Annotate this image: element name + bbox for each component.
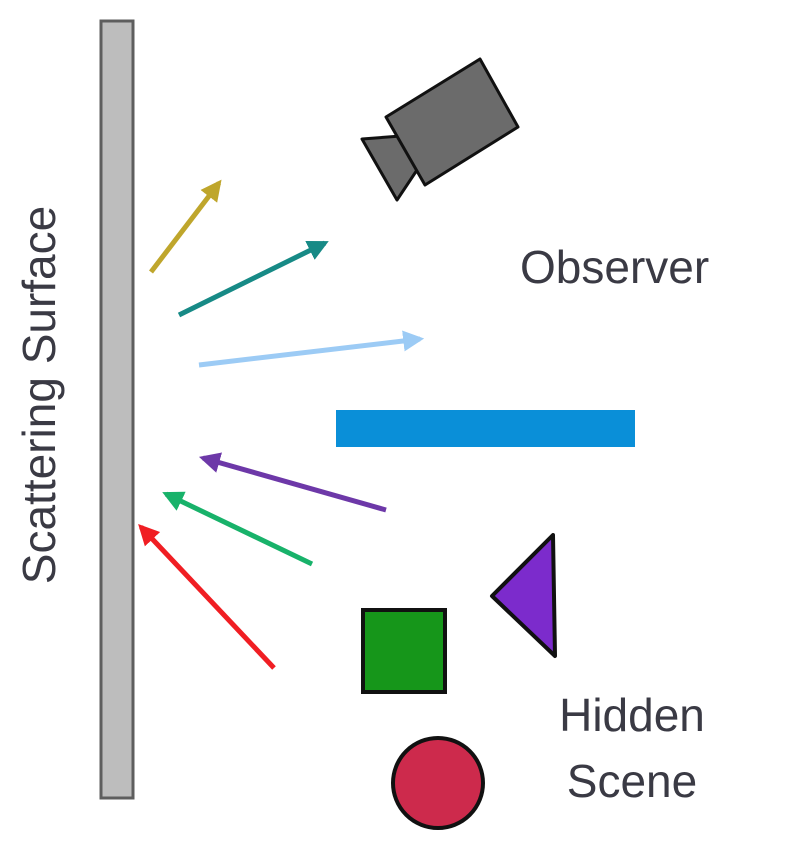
- camera-icon: [360, 57, 520, 202]
- incoming-arrow-red: [138, 523, 276, 670]
- outgoing-arrow-yellow: [149, 179, 222, 274]
- occluder-bar: [336, 410, 635, 447]
- observer-label: Observer: [520, 241, 709, 293]
- incoming-arrow-purple: [198, 452, 387, 513]
- hidden-scene-label-line2: Scene: [567, 755, 697, 807]
- outgoing-arrow-teal: [177, 240, 329, 318]
- hidden-scene-label-line1: Hidden: [559, 689, 705, 741]
- outgoing-arrow-lightblue: [198, 330, 425, 368]
- hidden-square: [361, 608, 447, 694]
- hidden-triangle: [490, 533, 557, 658]
- surface-label: Scattering Surface: [13, 206, 65, 584]
- incoming-arrow-green: [162, 491, 314, 567]
- hidden-circle: [391, 736, 485, 830]
- scattering-surface: [99, 19, 135, 800]
- light-arrows: [138, 179, 425, 670]
- camera-body: [384, 57, 520, 187]
